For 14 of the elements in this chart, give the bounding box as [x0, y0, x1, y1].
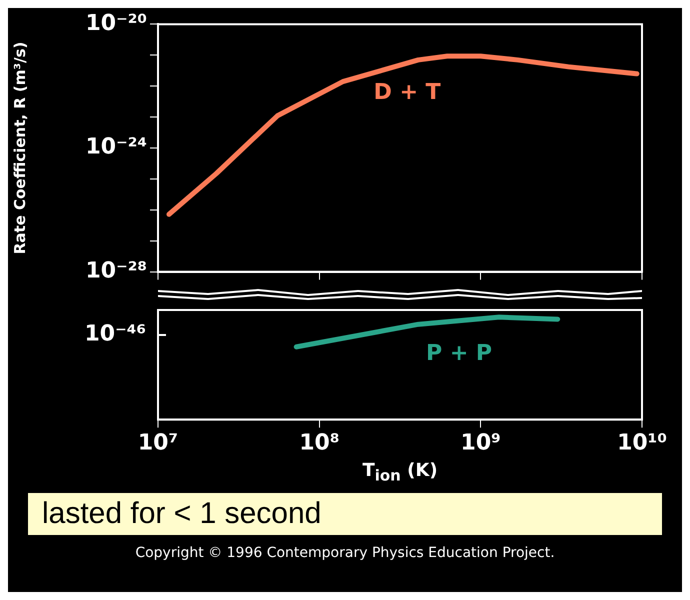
y-tick-label: 10⁻²⁴: [86, 134, 147, 160]
x-axis-title: T$_{ion}$ (K): [361, 460, 439, 485]
x-tick-label: 10⁷: [138, 430, 178, 456]
y-tick-label: 10⁻²⁰: [86, 10, 147, 36]
series-label: P + P: [426, 340, 492, 366]
x-tick-label: 10⁹: [460, 430, 501, 456]
y-axis-title: Rate Coefficient, R (m³/s): [10, 42, 29, 254]
x-tick-label: 10¹⁰: [617, 430, 667, 456]
x-tick-label: 10⁸: [299, 430, 340, 456]
text: 10⁻⁴⁶: [84, 322, 146, 347]
series-label: D + T: [374, 80, 441, 105]
y-tick-label: 10⁻²⁸: [86, 258, 147, 284]
text: lasted for < 1 second: [28, 492, 662, 535]
text: Copyright © 1996 Contemporary Physics Education Project.: [134, 544, 556, 561]
